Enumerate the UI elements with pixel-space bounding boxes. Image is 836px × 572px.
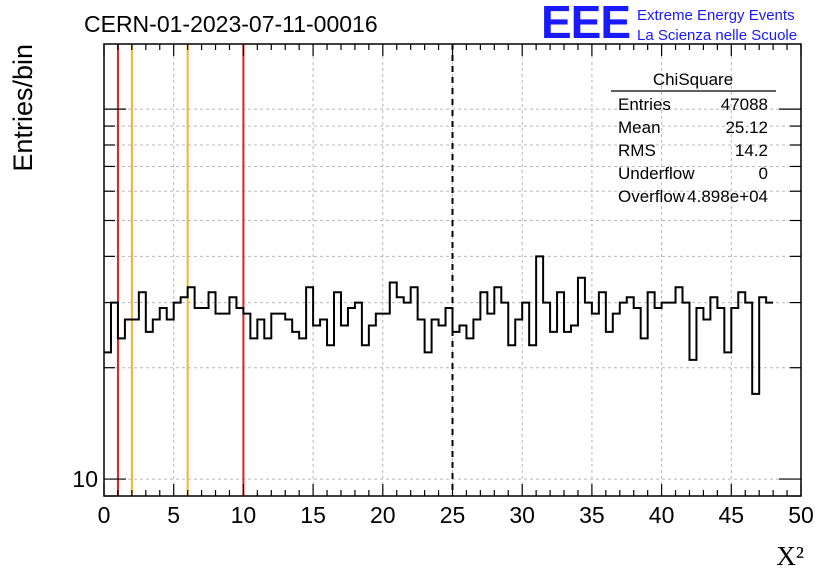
stats-label-entries: Entries: [618, 95, 671, 114]
x-tick-label: 25: [440, 502, 466, 528]
eee-logo: EEE: [541, 0, 630, 48]
stats-label-mean: Mean: [618, 118, 661, 137]
logo-line-2: La Scienza nelle Scuole: [637, 27, 797, 44]
y-axis-label: Entries/bin: [8, 44, 38, 172]
x-tick-label: 15: [300, 502, 326, 528]
stats-value-entries: 47088: [721, 95, 768, 114]
stats-value-overflow: 4.898e+04: [687, 187, 768, 206]
x-tick-label: 50: [788, 502, 814, 528]
marker-lines: [116, 44, 454, 496]
tick-labels: 0 5 10 15 20 25 30 35 40 45 50 10: [72, 466, 813, 528]
logo-line-1: Extreme Energy Events: [637, 7, 795, 24]
x-tick-label: 30: [509, 502, 535, 528]
x-tick-label: 45: [719, 502, 745, 528]
stats-label-rms: RMS: [618, 141, 656, 160]
x-tick-label: 20: [370, 502, 396, 528]
axis-ticks: [103, 44, 802, 497]
y-tick-label: 10: [72, 466, 98, 492]
stats-box: ChiSquare Entries 47088 Mean 25.12 RMS 1…: [611, 70, 776, 206]
x-tick-label: 40: [649, 502, 675, 528]
histogram-series: [104, 255, 774, 395]
stats-label-underflow: Underflow: [618, 164, 695, 183]
x-tick-label: 35: [579, 502, 605, 528]
stats-value-mean: 25.12: [725, 118, 768, 137]
x-tick-label: 5: [167, 502, 180, 528]
x-axis-label: X²: [776, 541, 804, 571]
stats-title: ChiSquare: [653, 70, 733, 89]
stats-label-overflow: Overflow: [618, 187, 686, 206]
chart-title: CERN-01-2023-07-11-00016: [84, 11, 378, 37]
stats-value-underflow: 0: [759, 164, 768, 183]
x-tick-label: 10: [231, 502, 257, 528]
stats-value-rms: 14.2: [735, 141, 768, 160]
x-tick-label: 0: [98, 502, 111, 528]
